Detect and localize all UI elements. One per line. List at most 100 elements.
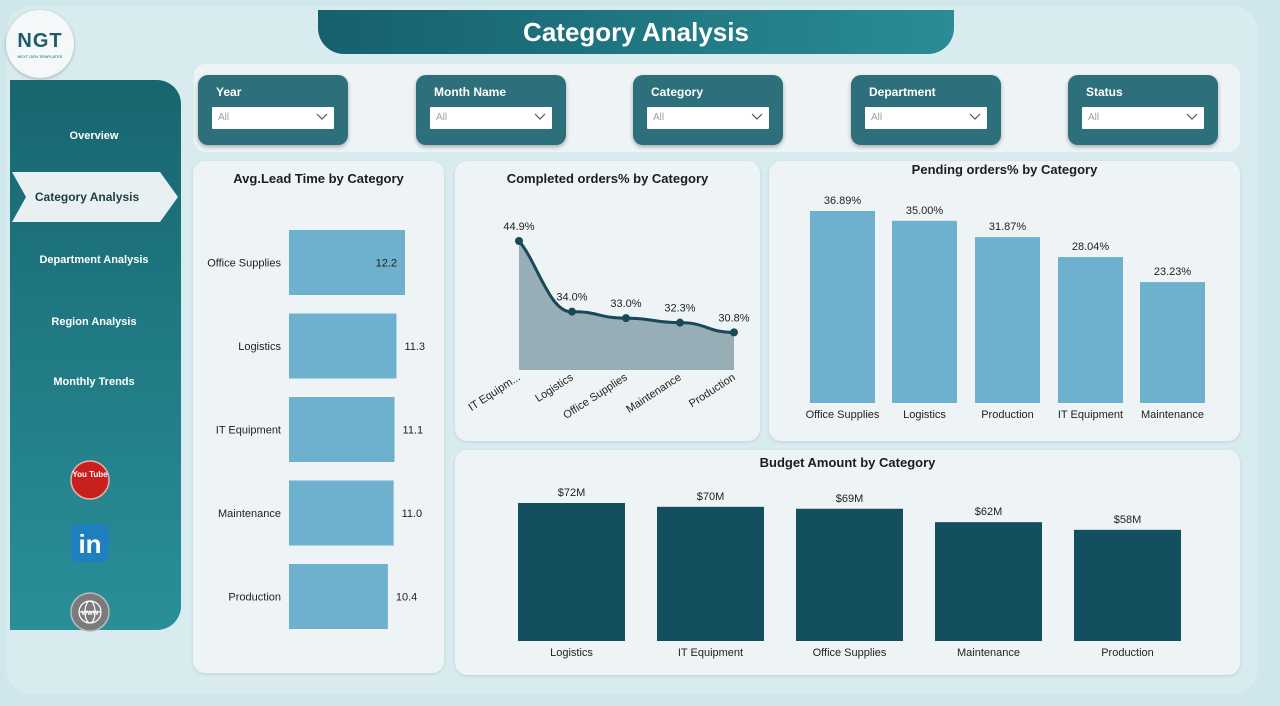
data-label: 11.3 <box>404 341 425 353</box>
bar[interactable] <box>810 211 875 403</box>
data-point[interactable] <box>730 328 738 337</box>
category-label: IT Equipment <box>1058 409 1123 421</box>
filter-year: Year All <box>198 75 348 145</box>
nav-item-department-analysis[interactable]: Department Analysis <box>39 254 149 266</box>
data-label: 31.87% <box>989 221 1027 233</box>
filter-label: Month Name <box>434 85 506 99</box>
lead-time-chart: Office Supplies 12.2 Logistics 11.3 IT Equip… <box>207 230 425 629</box>
dropdown-value: All <box>653 112 665 123</box>
chart-title: Budget Amount by Category <box>759 455 936 470</box>
data-label: 33.0% <box>610 298 641 310</box>
lead-time-bar[interactable] <box>289 230 405 295</box>
logo-text: NGT <box>17 29 63 52</box>
lead-time-bar[interactable] <box>289 313 397 379</box>
bar[interactable] <box>796 508 903 641</box>
bar[interactable] <box>1074 529 1181 641</box>
category-label: Production <box>981 409 1034 421</box>
nav-item-overview[interactable]: Overview <box>69 130 119 142</box>
nav-item-category-analysis[interactable]: Category Analysis <box>12 172 178 222</box>
category-label: Office Supplies <box>813 647 887 659</box>
department-dropdown[interactable]: All <box>865 107 987 129</box>
nav-item-region-analysis[interactable]: Region Analysis <box>51 316 137 328</box>
lead-time-bar[interactable] <box>289 397 395 462</box>
category-label: Production <box>228 592 281 604</box>
month-name-dropdown[interactable]: All <box>430 107 552 129</box>
bar[interactable] <box>975 237 1040 403</box>
lead-time-card: Avg.Lead Time by Category Office Supplie… <box>193 161 444 673</box>
category-label: Maintenance <box>957 647 1020 659</box>
data-point[interactable] <box>622 314 630 323</box>
data-label: 30.8% <box>718 312 749 324</box>
data-label: 12.2 <box>376 258 397 270</box>
website-globe-icon[interactable]: WWW <box>70 592 110 632</box>
ngt-logo[interactable]: NGT NEXT GEN TEMPLATES <box>6 10 74 78</box>
lead-time-bar[interactable] <box>289 480 394 546</box>
chevron-down-icon <box>751 113 763 120</box>
data-label: 11.0 <box>402 508 423 520</box>
filter-panel: Year All Month Name All Category All Dep… <box>194 64 1240 152</box>
data-label: 32.3% <box>664 303 695 315</box>
completed-orders-card: Completed orders% by Category 44.9% IT Eq… <box>455 161 760 441</box>
data-label: 35.00% <box>906 205 944 217</box>
category-label: Maintenance <box>624 371 683 415</box>
page-title-bar: Category Analysis <box>318 10 954 54</box>
category-label: Maintenance <box>1141 409 1204 421</box>
category-label: IT Equipm... <box>467 371 523 413</box>
status-dropdown[interactable]: All <box>1082 107 1204 129</box>
lead-time-bar[interactable] <box>289 564 388 629</box>
chevron-down-icon <box>1186 113 1198 120</box>
data-label: 11.1 <box>403 425 424 437</box>
dropdown-value: All <box>871 112 883 123</box>
dropdown-value: All <box>218 112 230 123</box>
sidebar-nav: Overview Category Analysis Department An… <box>10 80 181 632</box>
web-label: WWW <box>82 611 99 617</box>
bar[interactable] <box>892 220 957 403</box>
year-dropdown[interactable]: All <box>212 107 334 129</box>
data-point[interactable] <box>515 237 523 245</box>
data-label: 44.9% <box>503 221 534 233</box>
category-label: IT Equipment <box>678 647 743 659</box>
category-label: Office Supplies <box>207 258 281 270</box>
data-label: $69M <box>836 493 864 505</box>
data-label: $72M <box>558 487 586 499</box>
dropdown-value: All <box>1088 112 1100 123</box>
category-label: Maintenance <box>218 508 281 520</box>
filter-department: Department All <box>851 75 1001 145</box>
filter-label: Department <box>869 85 936 99</box>
category-label: Production <box>687 371 738 410</box>
bar[interactable] <box>935 522 1042 641</box>
category-label: Logistics <box>903 409 946 421</box>
data-label: $70M <box>697 491 725 503</box>
filter-label: Category <box>651 85 704 99</box>
filter-label: Year <box>216 85 242 99</box>
budget-card: Budget Amount by Category $72M Logistics $… <box>455 450 1240 675</box>
nav-item-label: Category Analysis <box>34 190 140 204</box>
data-point[interactable] <box>676 318 684 327</box>
chart-title: Pending orders% by Category <box>911 162 1098 177</box>
budget-chart: $72M Logistics $70M IT Equipment $69M Office … <box>518 487 1181 659</box>
filter-status: Status All <box>1068 75 1218 145</box>
linkedin-icon[interactable]: in <box>70 523 110 563</box>
chevron-down-icon <box>969 113 981 120</box>
youtube-label: You Tube <box>72 470 108 479</box>
completed-area <box>519 241 734 370</box>
nav-item-monthly-trends[interactable]: Monthly Trends <box>53 376 135 388</box>
chevron-down-icon <box>316 113 328 120</box>
youtube-icon[interactable]: You Tube <box>70 460 110 500</box>
filter-label: Status <box>1086 85 1123 99</box>
category-label: Production <box>1101 647 1154 659</box>
bar[interactable] <box>657 506 764 641</box>
filter-category: Category All <box>633 75 783 145</box>
logo-subtitle: NEXT GEN TEMPLATES <box>17 53 63 59</box>
bar[interactable] <box>1140 282 1205 403</box>
data-label: 23.23% <box>1154 266 1192 278</box>
chart-title: Completed orders% by Category <box>506 171 709 186</box>
pending-orders-card: Pending orders% by Category 36.89% Office… <box>769 161 1240 441</box>
bar[interactable] <box>1058 257 1123 403</box>
data-label: $58M <box>1114 514 1142 526</box>
category-dropdown[interactable]: All <box>647 107 769 129</box>
data-label: 34.0% <box>556 292 587 304</box>
data-point[interactable] <box>568 307 576 316</box>
bar[interactable] <box>518 503 625 641</box>
data-label: 10.4 <box>396 592 417 604</box>
